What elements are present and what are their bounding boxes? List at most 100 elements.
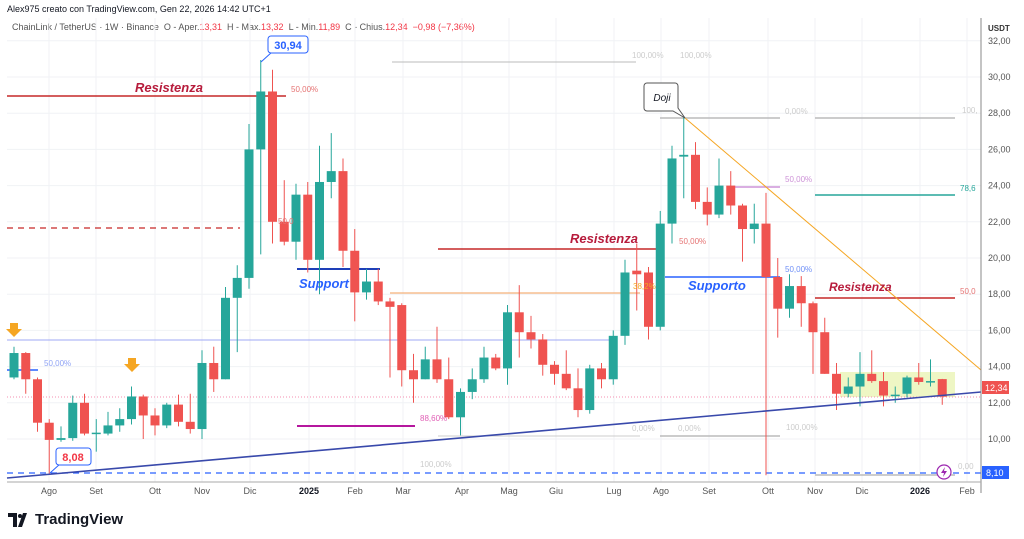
symbol-name[interactable]: ChainLink / TetherUS · 1W · Binance: [12, 22, 159, 32]
candle[interactable]: [279, 180, 289, 246]
doji-callout[interactable]: Doji: [643, 82, 686, 119]
candle[interactable]: [808, 301, 818, 374]
candle[interactable]: [444, 357, 454, 420]
candle[interactable]: [726, 171, 736, 215]
candle[interactable]: [150, 408, 160, 436]
candle[interactable]: [526, 315, 536, 349]
candle[interactable]: [256, 59, 266, 255]
candle-body: [644, 272, 653, 327]
candle[interactable]: [514, 285, 524, 358]
candle[interactable]: [397, 303, 407, 387]
candle[interactable]: [221, 286, 230, 380]
candle[interactable]: [268, 69, 277, 244]
candle[interactable]: [350, 229, 360, 322]
candle[interactable]: [926, 359, 935, 387]
downtrend-line[interactable]: [684, 117, 982, 371]
candle[interactable]: [103, 411, 113, 436]
candle[interactable]: [291, 183, 301, 260]
candle[interactable]: [702, 187, 712, 226]
candle[interactable]: [503, 305, 512, 385]
candle[interactable]: [749, 203, 759, 244]
candle[interactable]: [644, 267, 653, 340]
candle[interactable]: [420, 346, 430, 380]
candle[interactable]: [44, 419, 54, 474]
candle[interactable]: [667, 145, 677, 244]
candle[interactable]: [232, 265, 242, 353]
candle-body: [91, 432, 101, 435]
candle-body: [667, 158, 677, 224]
candle[interactable]: [902, 375, 912, 398]
candle[interactable]: [761, 192, 771, 476]
candle[interactable]: [843, 377, 853, 398]
candle[interactable]: [538, 334, 548, 376]
tradingview-logo[interactable]: TradingView: [8, 511, 123, 528]
uptrend-line[interactable]: [6, 391, 982, 479]
candle[interactable]: [679, 116, 689, 199]
low-callout[interactable]: 8,08: [49, 447, 92, 474]
fib-label: 100,: [962, 106, 978, 115]
candle[interactable]: [385, 297, 395, 378]
candle[interactable]: [714, 158, 724, 219]
candle[interactable]: [691, 142, 700, 210]
candle[interactable]: [585, 364, 595, 414]
candle[interactable]: [362, 268, 371, 300]
lightning-icon[interactable]: [936, 464, 952, 480]
candle[interactable]: [491, 353, 501, 371]
candle[interactable]: [937, 378, 947, 405]
candle[interactable]: [561, 350, 571, 391]
high-callout[interactable]: 30,94: [260, 35, 309, 63]
candle[interactable]: [162, 402, 172, 429]
candle[interactable]: [608, 330, 618, 385]
candle[interactable]: [197, 350, 207, 439]
candle[interactable]: [550, 361, 559, 385]
candle[interactable]: [867, 350, 877, 383]
candle[interactable]: [832, 362, 841, 411]
candle[interactable]: [820, 317, 830, 374]
candle[interactable]: [326, 133, 336, 199]
marker-price-text: 8,10: [986, 468, 1004, 478]
candle[interactable]: [56, 426, 66, 442]
candle[interactable]: [796, 276, 806, 327]
candles: [9, 59, 947, 476]
candle-body: [526, 332, 536, 340]
candle[interactable]: [738, 203, 747, 262]
candle[interactable]: [467, 368, 477, 400]
candle[interactable]: [138, 394, 148, 439]
candle[interactable]: [338, 158, 348, 268]
candle[interactable]: [91, 419, 101, 452]
candle[interactable]: [303, 181, 313, 273]
candle[interactable]: [315, 145, 324, 295]
candle[interactable]: [573, 368, 583, 418]
time-tick-label: Ago: [653, 486, 669, 496]
candle[interactable]: [785, 274, 794, 318]
candle[interactable]: [373, 268, 383, 306]
candle[interactable]: [185, 393, 195, 434]
candle[interactable]: [127, 386, 136, 425]
candle[interactable]: [620, 259, 630, 345]
candle[interactable]: [655, 210, 665, 331]
candle[interactable]: [773, 258, 783, 338]
candle[interactable]: [855, 352, 865, 407]
candle[interactable]: [80, 393, 89, 436]
candle[interactable]: [479, 346, 489, 383]
candle[interactable]: [409, 353, 418, 403]
candle[interactable]: [244, 124, 254, 289]
candle[interactable]: [597, 362, 606, 389]
candle[interactable]: [209, 346, 219, 392]
candle[interactable]: [632, 243, 642, 311]
candle[interactable]: [33, 377, 42, 432]
candle[interactable]: [456, 388, 465, 436]
candle[interactable]: [174, 394, 183, 427]
candle[interactable]: [432, 326, 442, 383]
candle-body: [785, 286, 794, 309]
candle[interactable]: [21, 352, 31, 394]
candle[interactable]: [914, 362, 924, 385]
time-axis[interactable]: Ago Set Ott Nov Dic 2025 Feb Mar Apr Mag Giu Lug Ago…: [41, 486, 975, 496]
price-axis[interactable]: 32,00 30,00 28,00 26,00 24,00 22,00 20,00 18,00…: [988, 36, 1011, 444]
candle[interactable]: [9, 346, 19, 380]
candle[interactable]: [68, 395, 78, 441]
time-tick-label: Apr: [455, 486, 469, 496]
candle-body: [561, 373, 571, 389]
candle[interactable]: [115, 408, 125, 432]
